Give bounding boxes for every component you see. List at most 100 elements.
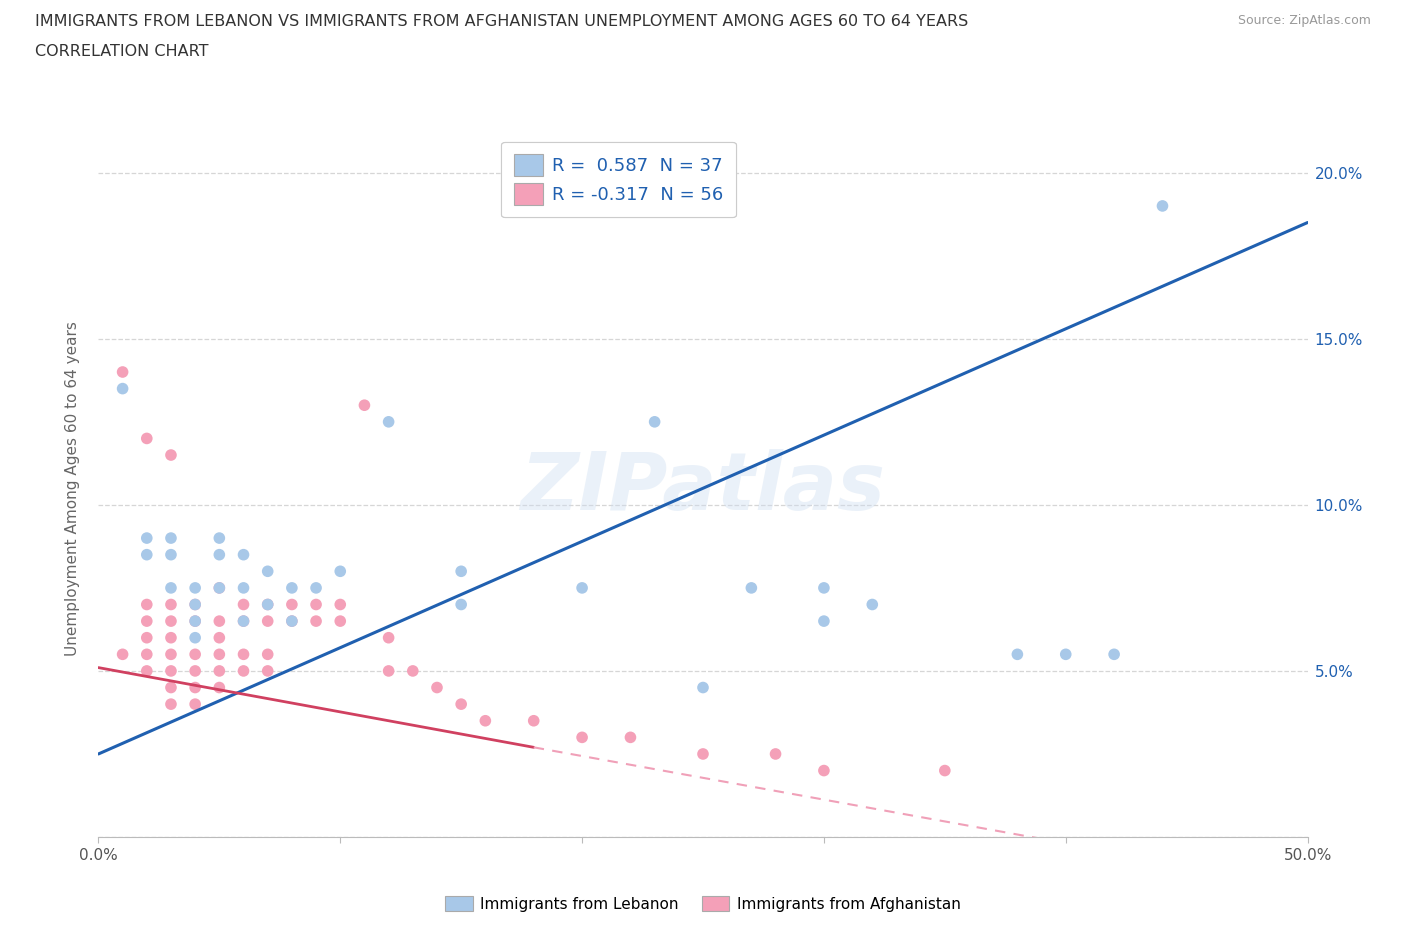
Point xyxy=(860,597,883,612)
Point xyxy=(329,564,352,578)
Point xyxy=(377,663,399,678)
Point xyxy=(208,663,231,678)
Point xyxy=(1152,198,1174,213)
Point xyxy=(934,764,956,778)
Point xyxy=(184,597,207,612)
Y-axis label: Unemployment Among Ages 60 to 64 years: Unemployment Among Ages 60 to 64 years xyxy=(65,321,80,656)
Point xyxy=(377,415,399,430)
Point xyxy=(208,614,231,629)
Point xyxy=(160,680,183,695)
Point xyxy=(523,713,546,728)
Point xyxy=(232,547,254,562)
Point xyxy=(450,597,472,612)
Point xyxy=(353,398,375,413)
Point xyxy=(256,597,278,612)
Point xyxy=(256,564,278,578)
Point xyxy=(160,447,183,462)
Point xyxy=(135,547,157,562)
Point xyxy=(813,764,835,778)
Point xyxy=(184,614,207,629)
Point xyxy=(450,697,472,711)
Point xyxy=(765,747,787,762)
Point xyxy=(184,680,207,695)
Point xyxy=(184,631,207,645)
Point xyxy=(1054,647,1077,662)
Text: Source: ZipAtlas.com: Source: ZipAtlas.com xyxy=(1237,14,1371,27)
Point xyxy=(135,431,157,445)
Point xyxy=(256,597,278,612)
Point xyxy=(256,614,278,629)
Point xyxy=(135,597,157,612)
Point xyxy=(160,663,183,678)
Point xyxy=(571,730,593,745)
Point xyxy=(232,663,254,678)
Point xyxy=(232,614,254,629)
Point xyxy=(281,580,304,595)
Point xyxy=(160,580,183,595)
Point xyxy=(232,647,254,662)
Point xyxy=(135,531,157,546)
Point xyxy=(740,580,762,595)
Point xyxy=(232,614,254,629)
Point xyxy=(160,597,183,612)
Point xyxy=(160,614,183,629)
Point xyxy=(208,580,231,595)
Legend: R =  0.587  N = 37, R = -0.317  N = 56: R = 0.587 N = 37, R = -0.317 N = 56 xyxy=(501,141,735,218)
Point xyxy=(474,713,496,728)
Point xyxy=(160,647,183,662)
Point xyxy=(135,663,157,678)
Point xyxy=(111,365,134,379)
Point xyxy=(160,631,183,645)
Point xyxy=(402,663,425,678)
Point xyxy=(232,580,254,595)
Point xyxy=(232,597,254,612)
Text: ZIPatlas: ZIPatlas xyxy=(520,449,886,527)
Point xyxy=(329,614,352,629)
Point xyxy=(256,663,278,678)
Point xyxy=(813,580,835,595)
Point xyxy=(160,697,183,711)
Point xyxy=(160,531,183,546)
Text: IMMIGRANTS FROM LEBANON VS IMMIGRANTS FROM AFGHANISTAN UNEMPLOYMENT AMONG AGES 6: IMMIGRANTS FROM LEBANON VS IMMIGRANTS FR… xyxy=(35,14,969,29)
Point xyxy=(184,663,207,678)
Point xyxy=(208,531,231,546)
Point xyxy=(135,647,157,662)
Point xyxy=(329,597,352,612)
Point xyxy=(111,647,134,662)
Point xyxy=(619,730,641,745)
Point xyxy=(281,597,304,612)
Point xyxy=(111,381,134,396)
Point xyxy=(281,614,304,629)
Point xyxy=(135,614,157,629)
Point xyxy=(692,680,714,695)
Point xyxy=(305,580,328,595)
Point xyxy=(571,580,593,595)
Point xyxy=(813,614,835,629)
Point xyxy=(208,647,231,662)
Point xyxy=(184,580,207,595)
Point xyxy=(184,614,207,629)
Point xyxy=(1007,647,1029,662)
Point xyxy=(184,647,207,662)
Point xyxy=(426,680,449,695)
Point xyxy=(498,198,520,213)
Point xyxy=(692,747,714,762)
Point xyxy=(184,697,207,711)
Point xyxy=(281,614,304,629)
Point xyxy=(305,614,328,629)
Point xyxy=(450,564,472,578)
Point xyxy=(1102,647,1125,662)
Point xyxy=(184,597,207,612)
Point xyxy=(377,631,399,645)
Point xyxy=(305,597,328,612)
Point xyxy=(208,547,231,562)
Point xyxy=(208,631,231,645)
Point xyxy=(256,647,278,662)
Point xyxy=(160,547,183,562)
Point xyxy=(208,680,231,695)
Point xyxy=(644,415,666,430)
Point xyxy=(208,580,231,595)
Text: CORRELATION CHART: CORRELATION CHART xyxy=(35,44,208,59)
Legend: Immigrants from Lebanon, Immigrants from Afghanistan: Immigrants from Lebanon, Immigrants from… xyxy=(439,889,967,918)
Point xyxy=(135,631,157,645)
